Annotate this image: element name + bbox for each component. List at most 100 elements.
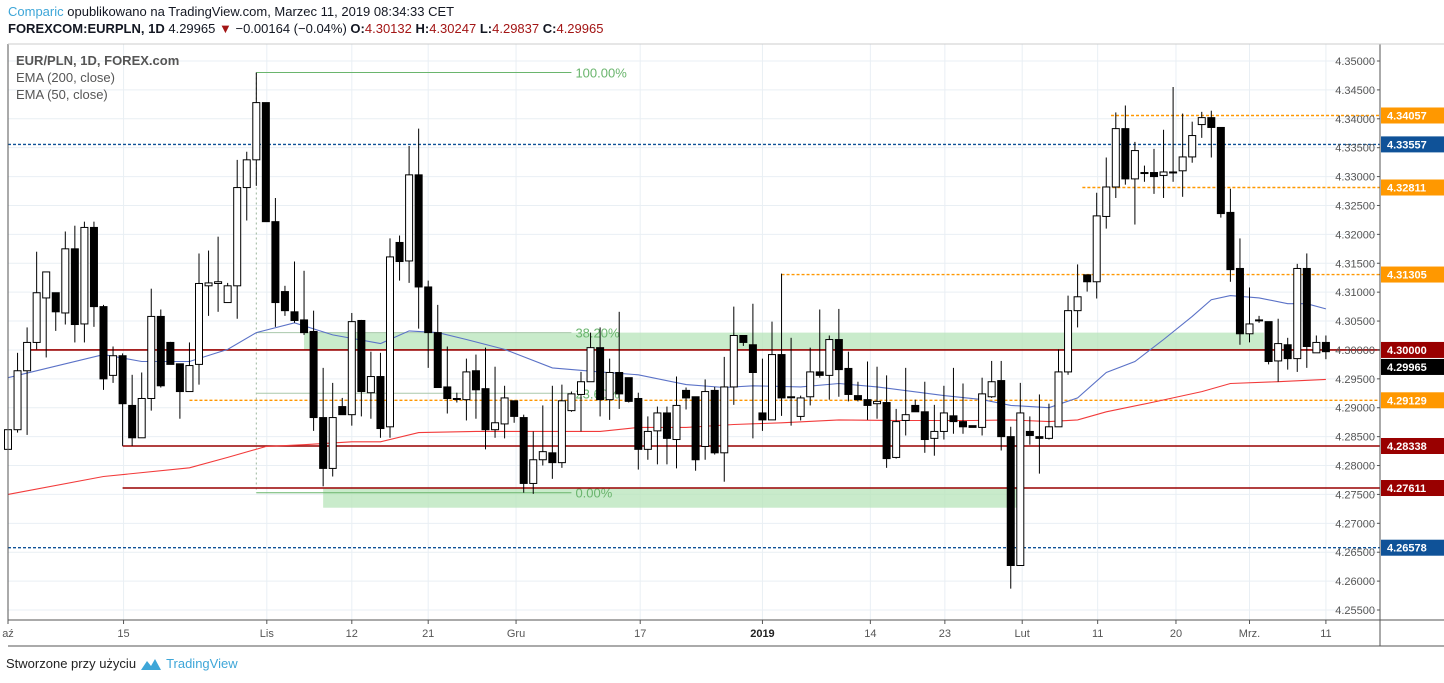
x-tick-label: Gru: [507, 628, 525, 640]
candle-bullish: [987, 360, 996, 398]
high-label: H:: [415, 21, 430, 36]
candle-body: [1283, 344, 1292, 360]
candle-body: [443, 386, 452, 399]
candle-body: [319, 417, 328, 469]
legend-ema50[interactable]: EMA (50, close): [16, 87, 108, 102]
candle-bearish: [481, 347, 490, 450]
candle-bearish: [89, 221, 98, 327]
candle-body: [548, 452, 557, 464]
candle-body: [815, 371, 824, 376]
y-tick-label: 4.27500: [1335, 489, 1375, 501]
candle-bullish: [1293, 263, 1302, 372]
candle-body: [300, 319, 309, 334]
candle-body: [261, 102, 270, 223]
candle-bearish: [834, 308, 843, 397]
candle-body: [242, 159, 251, 189]
x-tick-label: 23: [939, 628, 951, 640]
candle-bearish: [1121, 105, 1130, 185]
candle-body: [433, 332, 442, 389]
candle-body: [51, 292, 60, 313]
x-tick-label: Mrz.: [1239, 628, 1260, 640]
candle-bullish: [223, 282, 232, 304]
close-value: 4.29965: [556, 21, 604, 36]
candle-body: [748, 344, 757, 373]
tradingview-link[interactable]: TradingView: [166, 656, 238, 671]
candle-body: [1102, 186, 1111, 217]
candle-bullish: [1111, 112, 1120, 198]
candle-bullish: [500, 385, 509, 439]
candle-bearish: [662, 406, 671, 465]
candle-body: [1302, 267, 1311, 347]
candle-bearish: [175, 363, 184, 419]
candle-bullish: [233, 159, 242, 319]
candle-bullish: [796, 395, 805, 421]
candle-body: [1321, 341, 1330, 353]
tradingview-logo-icon: [141, 658, 162, 670]
candle-bearish: [118, 353, 127, 446]
candle-body: [118, 355, 127, 405]
zones: [304, 332, 1264, 508]
y-tick-label: 4.26000: [1335, 576, 1375, 588]
candle-body: [739, 335, 748, 343]
candle-bearish: [615, 311, 624, 409]
last-price-badge: 4.29965: [1387, 362, 1427, 374]
candle-bullish: [204, 250, 213, 316]
y-tick-label: 4.29000: [1335, 403, 1375, 415]
candle-body: [519, 417, 528, 484]
fib-level-label: 100.00%: [575, 66, 627, 81]
price-level-badge-bg: [1381, 107, 1444, 124]
y-tick-label: 4.29500: [1335, 374, 1375, 386]
candle-bullish: [825, 335, 834, 400]
candle-bullish: [1044, 403, 1053, 440]
candle-bullish: [1197, 111, 1206, 138]
fibonacci-retracement[interactable]: 100.00%38.20%23.60%0.00%: [255, 66, 627, 501]
chart-legend: EUR/PLN, 1D, FOREX.com EMA (200, close) …: [16, 52, 179, 103]
candle-body: [1130, 150, 1139, 180]
candle-body: [682, 389, 691, 399]
candle-bullish: [1140, 165, 1149, 182]
candle-body: [309, 330, 318, 419]
candle-body: [968, 425, 977, 428]
candle-bullish: [586, 332, 595, 383]
y-tick-label: 4.32000: [1335, 229, 1375, 241]
candle-body: [1111, 128, 1120, 188]
axes[interactable]: 4.35000 4.34500 4.34000 4.33500 4.33000 4.325…: [2, 43, 1444, 647]
candle-bearish: [414, 128, 423, 329]
candle-body: [1044, 426, 1053, 439]
candle-body: [844, 367, 853, 395]
author-link[interactable]: Comparic: [8, 4, 64, 19]
candle-body: [834, 339, 843, 371]
candle-body: [405, 174, 414, 262]
candle-body: [1235, 267, 1244, 335]
open-label: O:: [350, 21, 365, 36]
candle-body: [357, 319, 366, 393]
candle-body: [1054, 371, 1063, 428]
price-level-badge: 4.26578: [1387, 543, 1427, 555]
y-tick-label: 4.33500: [1335, 143, 1375, 155]
triangle-down-icon: ▼: [218, 21, 232, 36]
candle-bearish: [1150, 148, 1158, 194]
candle-body: [777, 354, 786, 399]
candle-bearish: [1025, 416, 1034, 445]
candle-bearish: [1207, 110, 1216, 158]
candle-bearish: [271, 197, 280, 327]
candle-body: [1092, 215, 1101, 283]
high-value: 4.30247: [429, 21, 477, 36]
candle-body: [1293, 267, 1302, 360]
candle-body: [1016, 412, 1025, 567]
price-level-badge-bg: [1381, 136, 1444, 153]
candle-body: [567, 393, 576, 412]
candle-bullish: [529, 431, 538, 494]
symbol-info: FOREXCOM:EURPLN, 1D 4.29965 ▼ −0.00164 (…: [8, 21, 603, 36]
candle-body: [185, 365, 194, 393]
y-tick-label: 4.31500: [1335, 258, 1375, 270]
y-tick-label: 4.28500: [1335, 432, 1375, 444]
x-tick-label: 21: [422, 628, 434, 640]
candle-bearish: [758, 358, 767, 431]
candle-bullish: [366, 351, 375, 419]
legend-title: EUR/PLN, 1D, FOREX.com: [16, 53, 180, 68]
candle-body: [338, 406, 347, 416]
candle-body: [939, 412, 948, 432]
legend-ema200[interactable]: EMA (200, close): [16, 70, 115, 85]
